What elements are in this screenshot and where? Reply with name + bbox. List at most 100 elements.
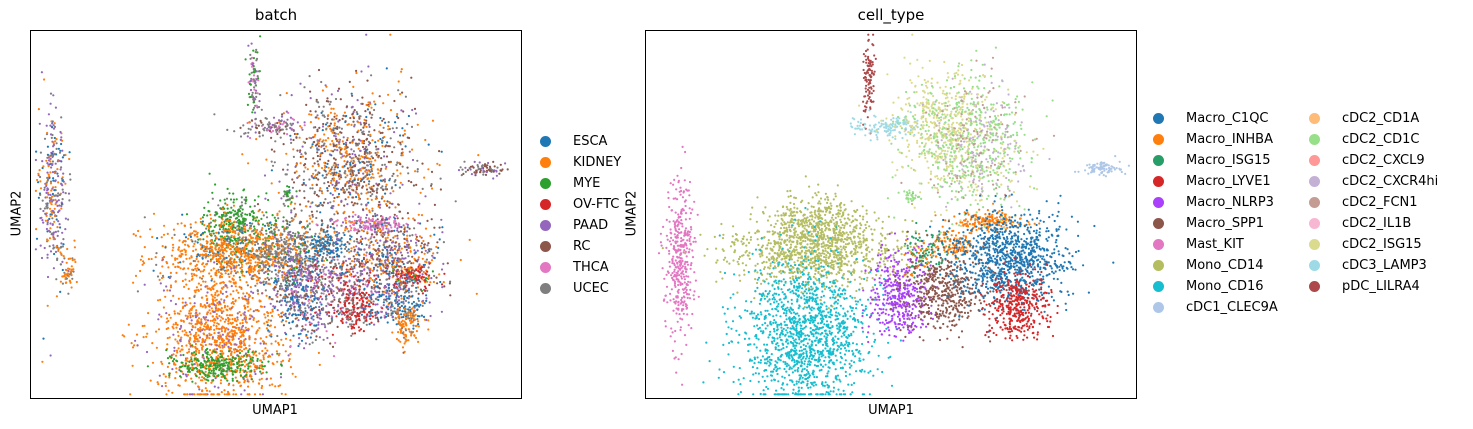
- data-point: [260, 300, 262, 302]
- data-point: [291, 238, 293, 240]
- data-point: [228, 255, 230, 257]
- data-point: [251, 316, 253, 318]
- data-point: [352, 86, 354, 88]
- data-point: [296, 267, 298, 269]
- data-point: [257, 92, 259, 94]
- data-point: [249, 214, 251, 216]
- data-point: [63, 257, 65, 259]
- data-point: [333, 116, 335, 118]
- data-point: [134, 340, 136, 342]
- data-point: [221, 350, 223, 352]
- data-point: [191, 381, 193, 383]
- data-point: [224, 202, 226, 204]
- data-point: [300, 257, 302, 259]
- data-point: [401, 184, 403, 186]
- data-point: [212, 198, 214, 200]
- data-point: [214, 297, 216, 299]
- data-point: [278, 192, 280, 194]
- data-point: [225, 370, 227, 372]
- data-point: [326, 163, 328, 165]
- data-point: [345, 142, 347, 144]
- data-point: [299, 251, 301, 253]
- data-point: [157, 383, 159, 385]
- data-point: [233, 348, 235, 350]
- data-point: [348, 187, 350, 189]
- data-point: [386, 205, 388, 207]
- data-point: [399, 93, 401, 95]
- data-point: [281, 262, 283, 264]
- data-point: [337, 90, 339, 92]
- data-point: [292, 245, 294, 247]
- data-point: [232, 384, 234, 386]
- data-point: [252, 215, 254, 217]
- data-point: [268, 319, 270, 321]
- data-point: [182, 302, 184, 304]
- data-point: [251, 378, 253, 380]
- data-point: [203, 316, 205, 318]
- data-point: [240, 135, 242, 137]
- data-point: [60, 242, 62, 244]
- data-point: [318, 195, 320, 197]
- data-point: [388, 121, 390, 123]
- data-point: [236, 363, 238, 365]
- data-point: [208, 369, 210, 371]
- data-point: [245, 202, 247, 204]
- data-point: [43, 78, 45, 80]
- data-point: [216, 270, 218, 272]
- data-point: [175, 303, 177, 305]
- data-point: [359, 115, 361, 117]
- data-point: [258, 262, 260, 264]
- data-point: [244, 308, 246, 310]
- data-point: [311, 145, 313, 147]
- data-point: [242, 364, 244, 366]
- data-point: [323, 182, 325, 184]
- data-point: [258, 270, 260, 272]
- data-point: [392, 173, 394, 175]
- data-point: [200, 284, 202, 286]
- data-point: [396, 113, 398, 115]
- data-point: [279, 262, 281, 264]
- data-point: [265, 260, 267, 262]
- data-point: [333, 119, 335, 121]
- data-point: [332, 194, 334, 196]
- data-point: [270, 227, 272, 229]
- data-point: [59, 291, 61, 293]
- data-point: [180, 267, 182, 269]
- data-point: [190, 236, 192, 238]
- data-point: [364, 153, 366, 155]
- data-point: [52, 160, 54, 162]
- data-point: [261, 227, 263, 229]
- data-point: [339, 178, 341, 180]
- data-point: [182, 354, 184, 356]
- data-point: [372, 190, 374, 192]
- data-point: [383, 118, 385, 120]
- data-point: [236, 221, 238, 223]
- data-point: [292, 373, 294, 375]
- data-point: [256, 58, 258, 60]
- data-point: [407, 137, 409, 139]
- data-point: [235, 272, 237, 274]
- data-point: [43, 189, 45, 191]
- data-point: [222, 246, 224, 248]
- data-point: [360, 103, 362, 105]
- data-point: [254, 82, 256, 84]
- data-point: [273, 246, 275, 248]
- data-point: [331, 184, 333, 186]
- data-point: [253, 353, 255, 355]
- data-point: [371, 208, 373, 210]
- data-point: [196, 359, 198, 361]
- data-point: [327, 239, 329, 241]
- data-point: [352, 216, 354, 218]
- data-point: [255, 90, 257, 92]
- data-point: [388, 206, 390, 208]
- data-point: [263, 313, 265, 315]
- data-point: [309, 75, 311, 77]
- data-point: [62, 156, 64, 158]
- data-point: [277, 217, 279, 219]
- data-point: [157, 318, 159, 320]
- data-point: [209, 312, 211, 314]
- data-point: [288, 191, 290, 193]
- data-point: [303, 197, 305, 199]
- data-point: [254, 285, 256, 287]
- data-point: [222, 231, 224, 233]
